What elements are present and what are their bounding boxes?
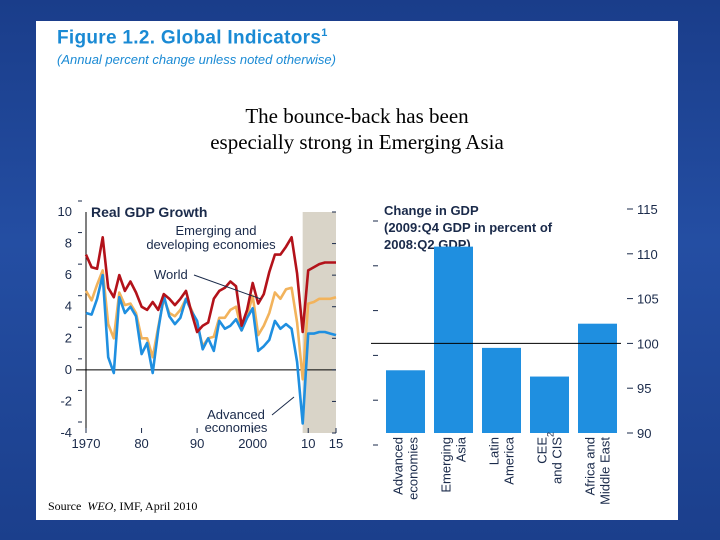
bar-3	[530, 376, 569, 433]
slide-headline: The bounce-back has been especially stro…	[36, 103, 678, 155]
series-lines	[84, 235, 337, 425]
figure-title: Figure 1.2. Global Indicators1	[57, 27, 328, 49]
source-italic: WEO	[87, 499, 114, 513]
y-tick-labels: 10 8 6 4 2 0 -2 -4	[58, 200, 336, 440]
bar-y-tick-label: 105	[637, 292, 659, 307]
bar-0	[386, 370, 425, 433]
y-tick-label: 4	[65, 299, 72, 314]
y-tick-label: 8	[65, 236, 72, 251]
bar-chart: Change in GDP (2009:Q4 GDP in percent of…	[371, 202, 659, 505]
category-line-1: Emerging	[439, 437, 454, 493]
headline-line-2: especially strong in Emerging Asia	[210, 130, 504, 154]
bar-y-tick-label: 95	[637, 381, 651, 396]
category-label-0: Advanced economies	[391, 437, 421, 500]
y-tick-label: -2	[60, 393, 72, 408]
category-line-2: Asia	[454, 436, 469, 462]
cee-superscript: 2	[546, 432, 556, 437]
label-emerging-line-1: Emerging and	[176, 223, 257, 238]
headline-line-1: The bounce-back has been	[245, 104, 469, 128]
category-line-2: Middle East	[598, 437, 613, 505]
x-tick-label: 80	[134, 436, 148, 451]
emerging-series-line	[84, 235, 336, 334]
bar-y-tick-label: 110	[637, 247, 658, 262]
charts-svg: 10 8 6 4 2 0 -2 -4 1970 80 90 2000 10 15 Real GDP Gr…	[58, 200, 659, 505]
bar-category-labels: Advanced economies Emerging Asia Latin Americ…	[391, 432, 613, 505]
category-label-4: Africa and Middle East	[583, 437, 613, 505]
category-label-2: Latin America	[487, 436, 517, 484]
x-tick-label: 90	[190, 436, 204, 451]
source-prefix: Source	[48, 499, 82, 513]
x-tick-label: 1970	[72, 436, 101, 451]
y-tick-label: 2	[65, 330, 72, 345]
category-line-2: economies	[406, 437, 421, 500]
shaded-forecast-region	[302, 212, 336, 433]
x-tick-label: 10	[301, 436, 315, 451]
category-line-1: Latin	[487, 437, 502, 465]
figure-title-text: Figure 1.2. Global Indicators	[57, 27, 322, 49]
label-world: World	[154, 267, 188, 282]
category-line-2: America	[502, 436, 517, 484]
line-chart: 10 8 6 4 2 0 -2 -4 1970 80 90 2000 10 15 Real GDP Gr…	[58, 200, 343, 451]
category-line-1: Africa and	[583, 437, 598, 496]
bar-1	[434, 246, 473, 433]
label-advanced-line-2: economies	[205, 420, 268, 435]
category-line-2: and CIS	[550, 437, 565, 484]
slide: Figure 1.2. Global Indicators1 (Annual p…	[36, 21, 678, 520]
bar-y-tick-labels: 115 110 105 100 95 90	[373, 202, 659, 446]
category-label-1: Emerging Asia	[439, 436, 469, 492]
bar-4	[578, 323, 617, 433]
label-advanced-line-1: Advanced	[207, 407, 265, 422]
source-note: Source WEO, IMF, April 2010	[48, 499, 197, 514]
bar-y-tick-label: 115	[637, 202, 658, 217]
category-line-1: CEE	[535, 437, 550, 464]
source-suffix: , IMF, April 2010	[113, 499, 198, 513]
figure-title-superscript: 1	[321, 27, 328, 39]
bar-y-tick-label: 100	[637, 336, 659, 351]
x-tick-label: 2000	[238, 436, 267, 451]
bars	[386, 246, 617, 433]
bar-2	[482, 347, 521, 433]
bar-chart-title-line-2: (2009:Q4 GDP in percent of	[384, 220, 553, 235]
world-leader-line	[193, 274, 262, 300]
advanced-series-line	[85, 273, 337, 425]
y-tick-label: 10	[58, 204, 72, 219]
world-series-line	[84, 269, 337, 381]
bar-y-tick-label: 90	[637, 426, 651, 441]
y-tick-label: 6	[65, 267, 72, 282]
bar-chart-title-line-1: Change in GDP	[384, 203, 479, 218]
line-chart-title: Real GDP Growth	[91, 204, 207, 220]
x-tick-label: 15	[329, 436, 343, 451]
advanced-leader-line	[271, 396, 295, 416]
x-tick-labels: 1970 80 90 2000 10 15	[72, 428, 343, 451]
category-line-1: Advanced	[391, 437, 406, 495]
y-tick-label: -4	[60, 425, 72, 440]
figure-subtitle: (Annual percent change unless noted othe…	[57, 52, 336, 67]
y-tick-label: 0	[65, 362, 72, 377]
label-emerging-line-2: developing economies	[146, 237, 276, 252]
